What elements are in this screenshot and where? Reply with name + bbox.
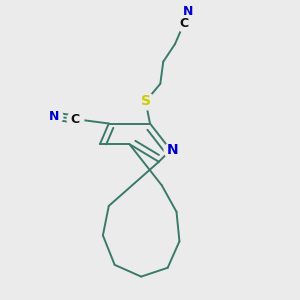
Text: N: N	[49, 110, 59, 123]
Text: N: N	[166, 143, 178, 157]
Text: N: N	[183, 5, 194, 18]
Text: S: S	[141, 94, 151, 108]
Text: C: C	[179, 17, 188, 30]
Text: C: C	[70, 112, 80, 126]
